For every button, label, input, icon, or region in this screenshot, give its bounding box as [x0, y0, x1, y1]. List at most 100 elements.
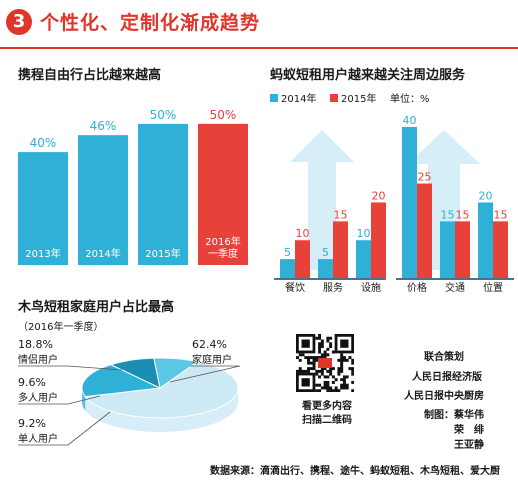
qr-module	[323, 353, 327, 357]
qr-module	[326, 386, 330, 390]
qr-module	[351, 361, 354, 365]
chart2-axis-left	[274, 278, 386, 280]
qr-module	[323, 375, 327, 379]
section-number-badge: 3	[6, 9, 32, 35]
chart1-title: 携程自由行占比越来越高	[18, 68, 162, 83]
qr-module	[342, 378, 346, 382]
qr-module	[340, 353, 344, 357]
qr-module	[307, 356, 311, 360]
qr-module	[342, 380, 346, 384]
qr-module	[351, 380, 354, 384]
qr-caption-line2: 扫描二维码	[302, 415, 352, 426]
qr-finder-inner-1	[340, 339, 349, 348]
qr-module	[331, 380, 335, 384]
credits-designer3: 王亚静	[454, 440, 484, 451]
qr-module	[323, 383, 327, 387]
qr-module	[331, 389, 335, 392]
chart2-category-label-2: 设施	[361, 281, 381, 292]
qr-module	[312, 364, 316, 368]
qr-module	[301, 369, 305, 373]
chart2-bar-1-1	[333, 221, 348, 278]
qr-module	[345, 375, 349, 379]
chart2-axis-right	[396, 278, 514, 280]
chart3-slice-3	[153, 357, 199, 389]
qr-module	[323, 356, 327, 360]
qr-module	[323, 367, 327, 371]
chart3-name-label-3: 单人用户	[18, 432, 58, 445]
qr-module	[315, 389, 319, 392]
qr-module	[320, 339, 324, 343]
chart2-value-label-0-0: 5	[284, 246, 291, 259]
chart2-bar-1-0	[318, 259, 333, 278]
chart1-value-label-0: 40%	[30, 136, 57, 150]
chart2-title: 蚂蚁短租用户越来越关注周边服务	[270, 68, 466, 83]
chart2-category-label-0: 餐饮	[285, 281, 305, 292]
chart2-value-label-0-1: 10	[296, 227, 310, 240]
qr-module	[318, 356, 322, 360]
chart3-slice-1	[81, 364, 162, 398]
chart3-slice-0	[84, 361, 239, 419]
qr-module	[326, 369, 330, 373]
qr-module	[342, 356, 346, 360]
chart1-bar-1	[78, 135, 128, 265]
qr-caption-line1: 看更多内容	[302, 401, 352, 412]
chart3-leader-line-3	[18, 411, 111, 446]
credits-dept1: 人民日报经济版	[412, 372, 482, 383]
chart2-value-label-4-0: 15	[441, 208, 455, 221]
chart3-value-label-3: 9.2%	[18, 417, 46, 430]
chart2-category-label-3: 价格	[407, 281, 427, 292]
qr-module	[320, 342, 324, 346]
chart2-legend-label-0: 2014年	[281, 92, 316, 105]
qr-module	[340, 383, 344, 387]
qr-module	[320, 386, 324, 390]
qr-module	[329, 345, 333, 349]
qr-module	[307, 361, 311, 365]
chart2-legend-swatch-0	[270, 94, 278, 102]
qr-module	[318, 350, 322, 354]
chart2-bar-3-0	[402, 126, 417, 278]
chart3-name-label-1: 情侣用户	[18, 353, 58, 366]
chart2-bar-4-0	[440, 221, 455, 278]
chart1-category-label-0-0: 2013年	[25, 247, 60, 260]
chart1-value-label-3: 50%	[210, 108, 237, 122]
qr-module	[326, 347, 330, 351]
qr-module	[342, 375, 346, 379]
qr-module	[318, 383, 322, 387]
chart2-value-label-2-1: 20	[372, 189, 386, 202]
qr-module	[329, 342, 333, 346]
qr-module	[296, 369, 299, 373]
qr-module	[315, 372, 319, 376]
qr-module	[312, 361, 316, 365]
chart2-bar-2-1	[371, 202, 386, 278]
chart2-bar-4-1	[455, 221, 470, 278]
qr-module	[329, 369, 333, 373]
qr-module	[340, 378, 344, 382]
credits-designer1: 制图：蔡华伟	[424, 410, 484, 421]
qr-center-logo	[318, 358, 332, 368]
chart2-arrow-up-right	[408, 130, 480, 270]
qr-module	[351, 389, 354, 392]
chart2-value-label-5-0: 20	[479, 189, 493, 202]
credits-dept2: 人民日报中央厨房	[404, 391, 484, 402]
qr-module	[342, 386, 346, 390]
qr-module	[337, 372, 341, 376]
qr-module	[351, 372, 354, 376]
qr-module	[326, 353, 330, 357]
qr-module	[320, 353, 324, 357]
chart3-value-label-0: 62.4%	[192, 338, 227, 351]
qr-module	[309, 367, 313, 371]
chart1-bar-0	[18, 152, 68, 265]
chart3-slice-side-0-0	[85, 388, 238, 432]
qr-module	[340, 367, 344, 371]
chart2-value-label-5-1: 15	[494, 208, 508, 221]
qr-finder-inner-0	[301, 339, 310, 348]
chart3-name-label-0: 家庭用户	[192, 353, 232, 366]
chart2-arrow-up-left	[290, 130, 354, 270]
chart3-subtitle: （2016年一季度）	[18, 322, 104, 333]
chart1-category-label-1-0: 2014年	[85, 247, 120, 260]
qr-module	[334, 386, 338, 390]
qr-module	[331, 350, 335, 354]
chart3-value-label-2: 9.6%	[18, 376, 46, 389]
qr-code[interactable]	[296, 334, 354, 392]
